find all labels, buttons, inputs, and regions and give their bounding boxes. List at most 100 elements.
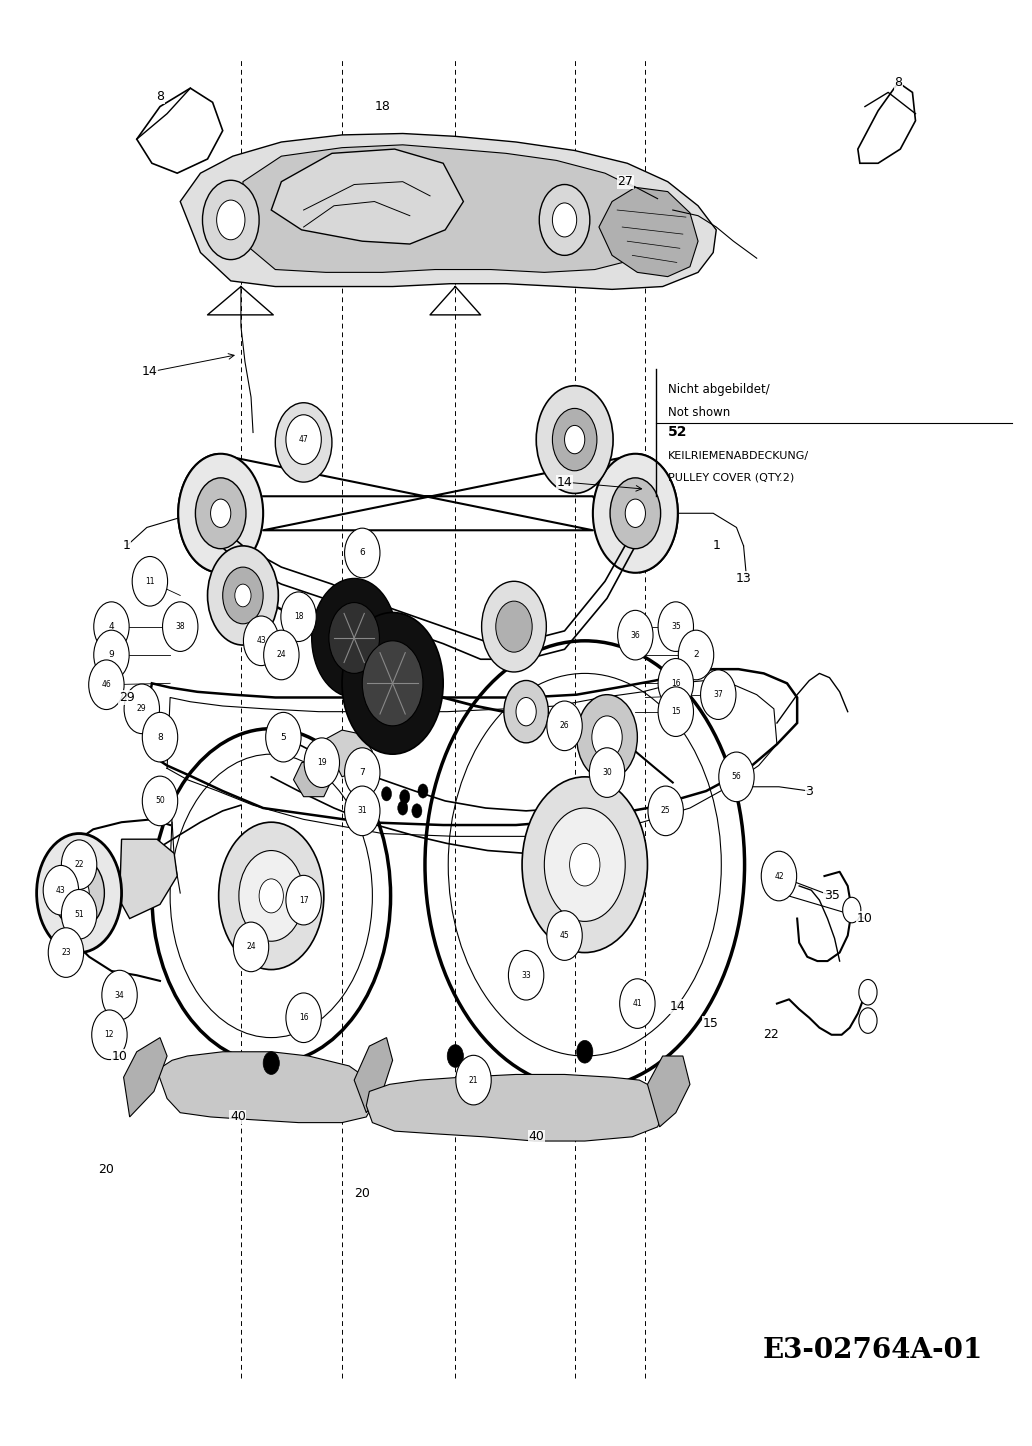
Circle shape (69, 879, 89, 907)
Circle shape (49, 928, 84, 977)
Circle shape (678, 630, 714, 680)
Polygon shape (599, 188, 698, 276)
Polygon shape (647, 1056, 690, 1126)
Circle shape (142, 777, 178, 826)
Circle shape (54, 857, 104, 928)
Text: 33: 33 (521, 970, 531, 980)
Polygon shape (124, 1038, 167, 1116)
Circle shape (195, 477, 246, 548)
Circle shape (345, 528, 380, 578)
Text: 27: 27 (617, 175, 634, 188)
Text: 29: 29 (137, 704, 147, 713)
Circle shape (312, 578, 396, 697)
Text: 31: 31 (357, 807, 367, 816)
Circle shape (329, 603, 380, 674)
Text: Nicht abgebildet/: Nicht abgebildet/ (668, 383, 770, 396)
Text: 26: 26 (559, 722, 570, 730)
Circle shape (223, 567, 263, 623)
Text: 3: 3 (805, 785, 813, 798)
Circle shape (495, 602, 533, 652)
Text: 42: 42 (774, 872, 783, 881)
Text: 20: 20 (98, 1163, 115, 1176)
Circle shape (540, 185, 590, 256)
Circle shape (162, 602, 198, 652)
Circle shape (544, 808, 625, 921)
Text: 35: 35 (824, 889, 839, 902)
Circle shape (648, 787, 683, 836)
Text: 19: 19 (317, 758, 327, 768)
Polygon shape (293, 758, 332, 797)
Circle shape (304, 737, 340, 788)
Text: 25: 25 (660, 807, 671, 816)
Circle shape (235, 584, 251, 607)
Text: 47: 47 (298, 435, 309, 444)
Circle shape (658, 602, 694, 652)
Circle shape (281, 591, 316, 642)
Circle shape (92, 1009, 127, 1060)
Circle shape (516, 697, 537, 726)
Circle shape (286, 993, 321, 1043)
Text: 43: 43 (256, 636, 266, 645)
Text: 15: 15 (702, 1017, 718, 1030)
Text: 30: 30 (602, 768, 612, 777)
Text: 8: 8 (157, 733, 163, 742)
Circle shape (102, 970, 137, 1019)
Circle shape (286, 875, 321, 925)
Circle shape (238, 850, 303, 941)
Circle shape (447, 1044, 463, 1067)
Text: 52: 52 (668, 425, 687, 440)
Text: 4: 4 (108, 622, 115, 630)
Text: 43: 43 (56, 886, 66, 895)
Text: 12: 12 (104, 1030, 115, 1040)
Text: Not shown: Not shown (668, 405, 730, 418)
Circle shape (619, 979, 655, 1028)
Circle shape (412, 804, 422, 818)
Circle shape (345, 787, 380, 836)
Text: 21: 21 (469, 1076, 478, 1084)
Text: 51: 51 (74, 910, 84, 918)
Text: 56: 56 (732, 772, 741, 781)
Circle shape (286, 415, 321, 464)
Circle shape (263, 630, 299, 680)
Circle shape (617, 610, 653, 659)
Text: 50: 50 (155, 797, 165, 805)
Text: 7: 7 (359, 768, 365, 777)
Circle shape (219, 823, 324, 970)
Text: 5: 5 (281, 733, 286, 742)
Text: 11: 11 (146, 577, 155, 586)
Text: 6: 6 (359, 548, 365, 558)
Circle shape (244, 616, 279, 665)
Circle shape (124, 684, 160, 733)
Circle shape (265, 713, 301, 762)
Text: 16: 16 (299, 1014, 309, 1022)
Circle shape (259, 879, 284, 912)
Circle shape (552, 408, 596, 471)
Text: 1: 1 (712, 539, 720, 552)
Circle shape (762, 852, 797, 901)
Circle shape (859, 1008, 877, 1034)
Circle shape (577, 694, 638, 779)
Text: 37: 37 (713, 690, 723, 700)
Text: 34: 34 (115, 991, 125, 999)
Text: 46: 46 (101, 680, 111, 690)
Circle shape (625, 499, 645, 528)
Text: 18: 18 (375, 100, 390, 113)
Text: 13: 13 (736, 573, 751, 586)
Circle shape (658, 687, 694, 736)
Circle shape (418, 784, 428, 798)
Circle shape (547, 701, 582, 750)
Circle shape (207, 545, 279, 645)
Text: 35: 35 (671, 622, 681, 630)
Circle shape (217, 200, 245, 240)
Circle shape (179, 454, 263, 573)
Circle shape (43, 865, 78, 915)
Circle shape (362, 641, 423, 726)
Circle shape (289, 422, 318, 463)
Text: 22: 22 (74, 860, 84, 869)
Circle shape (202, 181, 259, 260)
Text: 24: 24 (247, 943, 256, 951)
Text: E3-02764A-01: E3-02764A-01 (763, 1336, 983, 1364)
Circle shape (36, 833, 122, 953)
Circle shape (843, 898, 861, 923)
Text: PULLEY COVER (QTY.2): PULLEY COVER (QTY.2) (668, 473, 794, 482)
